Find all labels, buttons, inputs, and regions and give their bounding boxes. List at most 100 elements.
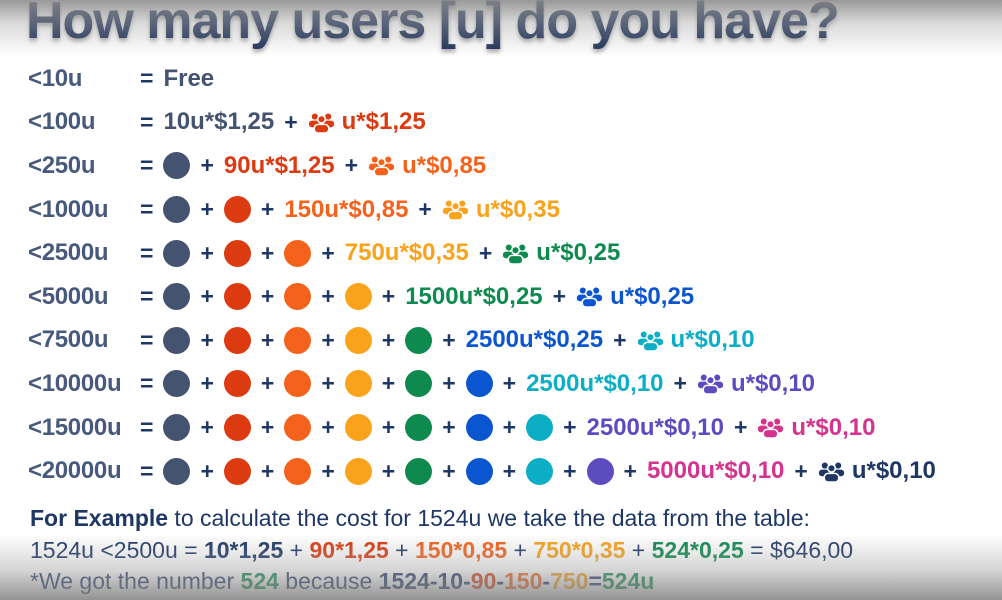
tier-dot-orange xyxy=(284,457,312,485)
example-segment: 1524-10 xyxy=(378,568,464,595)
tier-dot-orange xyxy=(284,370,312,398)
equals-sign: = xyxy=(140,152,154,179)
example-segment: 524u xyxy=(601,568,655,595)
tier-dot-teal xyxy=(526,457,554,485)
plus-sign: + xyxy=(733,414,748,441)
plus-sign: + xyxy=(344,152,359,179)
tier-term: 2500u*$0,25 xyxy=(465,326,604,354)
example-line-2: 1524u <2500u = 10*1,25 + 90*1,25 + 150*0… xyxy=(30,535,853,567)
plus-sign: + xyxy=(260,283,275,310)
example-segment: - xyxy=(542,568,551,595)
tier-row-10u: <10u = Free xyxy=(28,57,936,101)
plus-sign: + xyxy=(563,414,577,441)
tier-term: 10u*$1,25 xyxy=(163,108,275,136)
users-icon xyxy=(442,199,469,221)
plus-sign: + xyxy=(321,457,335,484)
plus-sign: + xyxy=(200,370,214,397)
tier-dot-orange xyxy=(284,414,312,442)
tier-row-10000u: <10000u = + + + + + +2500u*$0,10 + u*$0,10 xyxy=(28,362,936,406)
tier-dot-red xyxy=(223,196,251,224)
users-icon xyxy=(818,461,845,482)
plus-sign: + xyxy=(381,326,396,353)
example-segment: 90*1,25 xyxy=(309,536,389,563)
tier-term: 2500u*$0,10 xyxy=(586,413,724,441)
plus-sign: + xyxy=(284,108,298,135)
users-icon xyxy=(637,330,664,351)
plus-sign: + xyxy=(260,239,275,266)
example-segment: + xyxy=(507,536,534,563)
example-line-1: For Example to calculate the cost for 15… xyxy=(30,503,853,535)
plus-sign: + xyxy=(321,283,335,310)
tier-row-7500u: <7500u = + + + + +2500u*$0,25 + u*$0,10 xyxy=(28,319,936,363)
plus-sign: + xyxy=(442,326,456,353)
users-icon xyxy=(576,286,603,308)
tier-extra-term: u*$0,25 xyxy=(610,282,695,310)
tier-dot-red xyxy=(223,326,251,354)
tier-dot-amber xyxy=(344,283,372,311)
plus-sign: + xyxy=(200,326,214,353)
tier-term: 1500u*$0,25 xyxy=(405,282,543,310)
tier-dot-slate xyxy=(163,239,191,267)
plus-sign: + xyxy=(502,414,517,441)
tier-label: <5000u xyxy=(28,282,109,310)
tier-extra-term: u*$0,85 xyxy=(402,151,487,179)
plus-sign: + xyxy=(200,457,214,484)
tier-dot-orange xyxy=(284,283,312,311)
tier-dot-slate xyxy=(163,152,191,180)
tier-dot-purple xyxy=(586,457,614,485)
equals-sign: = xyxy=(140,326,154,353)
plus-sign: + xyxy=(260,457,275,484)
tier-dot-red xyxy=(223,283,251,311)
tier-dot-slate xyxy=(163,326,191,354)
example-segment: 10*1,25 xyxy=(203,536,284,563)
tier-row-250u: <250u = +90u*$1,25 + u*$0,85 xyxy=(28,144,936,188)
plus-sign: + xyxy=(623,457,637,484)
tier-label: <2500u xyxy=(28,239,109,267)
tier-dot-slate xyxy=(163,370,191,398)
tier-label: <1000u xyxy=(28,195,109,223)
users-icon xyxy=(757,417,784,439)
example-segment: + xyxy=(388,536,416,563)
example-segment: + xyxy=(625,536,652,563)
example-segment: = $646,00 xyxy=(743,536,854,563)
plus-sign: + xyxy=(381,414,396,441)
example-segment: because xyxy=(278,568,379,595)
tier-extra-term: u*$0,10 xyxy=(851,457,936,485)
tier-dot-blue xyxy=(465,370,493,398)
plus-sign: + xyxy=(442,370,456,397)
tier-term: 750u*$0,35 xyxy=(344,239,469,267)
tier-label: <100u xyxy=(28,108,96,136)
tier-term: 150u*$0,85 xyxy=(284,195,409,223)
plus-sign: + xyxy=(381,283,396,310)
plus-sign: + xyxy=(442,457,456,484)
plus-sign: + xyxy=(260,326,275,353)
plus-sign: + xyxy=(321,370,335,397)
example-segment: *We got the number xyxy=(30,568,241,595)
tier-term: 5000u*$0,10 xyxy=(646,457,785,485)
tier-dot-green xyxy=(405,326,433,354)
tier-label: <7500u xyxy=(28,326,109,354)
tier-dot-teal xyxy=(526,414,554,442)
plus-sign: + xyxy=(260,414,275,441)
plus-sign: + xyxy=(321,239,335,266)
tier-extra-term: u*$0,10 xyxy=(730,369,816,397)
page-title: How many users [u] do you have? xyxy=(26,0,840,50)
plus-sign: + xyxy=(613,326,627,353)
equals-sign: = xyxy=(140,370,154,397)
tier-label: <20000u xyxy=(28,457,122,485)
tier-term: 2500u*$0,10 xyxy=(526,369,664,397)
example-segment: For Example xyxy=(30,505,169,531)
example-section: For Example to calculate the cost for 15… xyxy=(30,503,853,598)
plus-sign: + xyxy=(563,457,577,484)
tier-dot-red xyxy=(223,370,251,398)
tier-dot-blue xyxy=(465,414,493,442)
plus-sign: + xyxy=(200,414,214,441)
example-segment: to calculate the cost for 1524u we take … xyxy=(168,505,810,531)
tier-extra-term: u*$0,25 xyxy=(536,239,621,267)
plus-sign: + xyxy=(381,370,396,397)
tier-row-5000u: <5000u = + + + +1500u*$0,25 + u*$0,25 xyxy=(28,275,936,319)
tier-row-2500u: <2500u = + + +750u*$0,35 + u*$0,25 xyxy=(28,231,936,275)
plus-sign: + xyxy=(260,196,275,223)
tier-row-100u: <100u = 10u*$1,25 + u*$1,25 xyxy=(28,101,936,145)
